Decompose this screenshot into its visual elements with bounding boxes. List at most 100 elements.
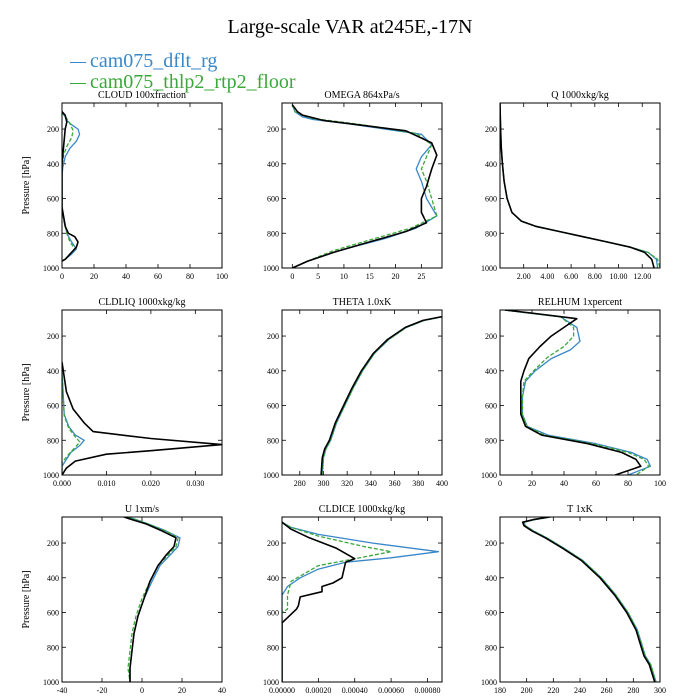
series-line	[127, 517, 181, 682]
plot-frame	[499, 516, 661, 683]
x-tick-label: 340	[365, 479, 377, 488]
y-tick-label: 1000	[263, 264, 279, 273]
panel-title: CLOUD 100xfraction	[98, 90, 186, 101]
x-tick-label: 0.030	[186, 479, 204, 488]
x-tick-label: 20	[90, 272, 98, 281]
y-axis-label: Pressure [hPa]	[21, 156, 32, 214]
y-tick-label: 200	[47, 539, 59, 548]
series-line	[500, 103, 660, 268]
chart-panel: CLOUD 100xfraction Pressure [hPa] 20 0 400 60…	[21, 90, 228, 281]
plot-frame	[61, 516, 223, 683]
series-line	[62, 361, 222, 475]
x-tick-label: 40	[218, 686, 226, 695]
series-line	[62, 111, 79, 262]
series-line	[127, 517, 179, 682]
y-tick-label: 200	[485, 539, 497, 548]
y-tick-label: 1000	[43, 264, 59, 273]
y-tick-label: 400	[267, 574, 279, 583]
panel-title: U 1xm/s	[125, 504, 159, 515]
x-tick-label: -20	[97, 686, 108, 695]
y-axis-label: Pressure [hPa]	[21, 570, 32, 628]
series-line	[321, 316, 442, 475]
y-tick-label: 600	[267, 402, 279, 411]
series-line	[291, 104, 438, 268]
y-tick-label: 600	[47, 402, 59, 411]
x-tick-label: 0	[290, 272, 294, 281]
series-line	[282, 521, 356, 682]
x-tick-label: 0.020	[142, 479, 160, 488]
panel-title: THETA 1.0xK	[333, 297, 392, 308]
y-tick-label: 1000	[263, 471, 279, 480]
y-tick-label: 1000	[43, 471, 59, 480]
plot-frame	[281, 309, 443, 476]
x-tick-label: 200	[521, 686, 533, 695]
series-line	[504, 310, 650, 475]
legend-swatch	[70, 82, 86, 84]
x-tick-label: 0	[498, 479, 502, 488]
x-tick-label: 380	[412, 479, 424, 488]
series-line	[504, 310, 642, 475]
x-tick-label: 0	[140, 686, 144, 695]
y-tick-label: 400	[485, 574, 497, 583]
x-tick-label: 60	[154, 272, 162, 281]
y-tick-label: 400	[485, 367, 497, 376]
y-tick-label: 800	[485, 643, 497, 652]
plot-frame	[281, 516, 443, 683]
y-tick-label: 600	[267, 609, 279, 618]
y-tick-label: 600	[485, 195, 497, 204]
x-tick-label: 40	[122, 272, 130, 281]
x-tick-label: 10.00	[610, 272, 628, 281]
y-tick-label: 1000	[481, 471, 497, 480]
y-tick-label: 400	[47, 367, 59, 376]
series-line	[500, 103, 655, 268]
y-tick-label: 400	[485, 160, 497, 169]
x-tick-label: 260	[601, 686, 613, 695]
y-tick-label: 400	[267, 160, 279, 169]
x-tick-label: 360	[389, 479, 401, 488]
series-line	[523, 517, 657, 682]
panel-title: T 1xK	[567, 504, 593, 515]
y-tick-label: 200	[267, 332, 279, 341]
x-tick-label: 20	[392, 272, 400, 281]
x-tick-label: 20	[178, 686, 186, 695]
x-tick-label: 0	[60, 272, 64, 281]
y-tick-label: 800	[267, 229, 279, 238]
x-tick-label: 0.00040	[342, 686, 368, 695]
figure-title: Large-scale VAR at245E,-17N	[227, 16, 473, 38]
y-tick-label: 1000	[43, 678, 59, 687]
x-tick-label: 280	[294, 479, 306, 488]
y-tick-label: 400	[47, 160, 59, 169]
y-tick-label: 200	[267, 539, 279, 548]
x-tick-label: 4.00	[540, 272, 554, 281]
y-axis-label: Pressure [hPa]	[21, 363, 32, 421]
series-line	[521, 517, 656, 682]
x-tick-label: 0.000	[53, 479, 71, 488]
series-line	[123, 517, 177, 682]
y-tick-label: 800	[267, 436, 279, 445]
y-tick-label: 600	[267, 195, 279, 204]
y-tick-label: 400	[47, 574, 59, 583]
x-tick-label: 400	[436, 479, 448, 488]
x-tick-label: 0.010	[97, 479, 115, 488]
panel-title: CLDLIQ 1000xkg/kg	[99, 297, 186, 308]
x-tick-label: 5	[316, 272, 320, 281]
plot-frame	[281, 102, 443, 269]
series-line	[291, 104, 438, 268]
x-tick-label: 0.00080	[414, 686, 440, 695]
x-tick-label: 20	[528, 479, 536, 488]
legend-label: cam075_thlp2_rtp2_floor	[90, 71, 296, 93]
series-line	[282, 521, 440, 682]
plot-frame	[61, 309, 223, 476]
y-tick-label: 400	[267, 367, 279, 376]
series-line	[62, 370, 81, 475]
x-tick-label: -40	[57, 686, 68, 695]
x-tick-label: 0.00000	[269, 686, 295, 695]
legend-entry-dflt: cam075_dflt_rg	[70, 50, 217, 73]
x-tick-label: 320	[341, 479, 353, 488]
plot-frame	[499, 102, 661, 269]
panel-title: Q 1000xkg/kg	[551, 90, 609, 101]
series-line	[320, 315, 442, 475]
x-tick-label: 0.00020	[305, 686, 331, 695]
